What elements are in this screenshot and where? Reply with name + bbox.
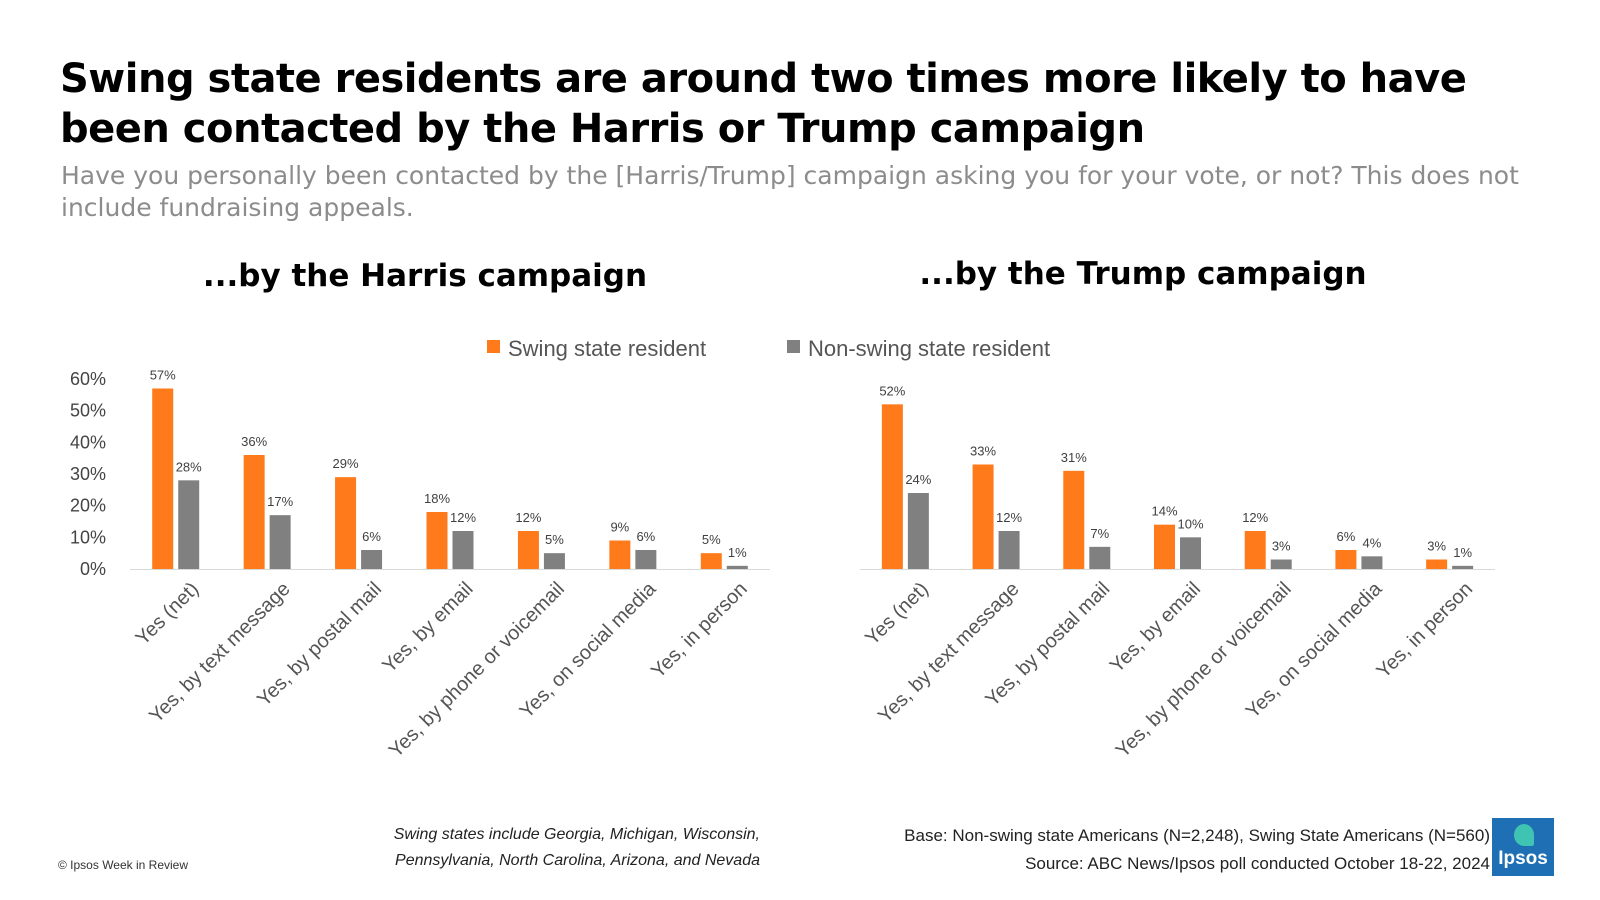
ipsos-logo: Ipsos	[1492, 818, 1554, 876]
data-label: 52%	[879, 383, 905, 398]
data-label: 9%	[610, 520, 629, 535]
page-title: Swing state residents are around two tim…	[60, 56, 1467, 152]
data-label: 3%	[1427, 539, 1446, 554]
copyright-note: © Ipsos Week in Review	[58, 858, 189, 872]
data-label: 28%	[176, 459, 202, 474]
data-label: 17%	[267, 494, 293, 509]
y-tick-label: 20%	[70, 496, 106, 516]
y-tick-label: 30%	[70, 464, 106, 484]
bar-non-swing-state	[635, 550, 657, 569]
bar-swing-state	[1244, 531, 1266, 569]
y-tick-label: 10%	[70, 527, 106, 547]
data-label: 12%	[1242, 510, 1268, 525]
data-label: 1%	[728, 545, 747, 560]
bar-non-swing-state	[1180, 537, 1201, 569]
panel-title-1: ...by the Harris campaign	[203, 258, 647, 294]
bar-non-swing-state	[178, 480, 200, 569]
data-label: 31%	[1061, 450, 1087, 465]
data-label: 6%	[1337, 529, 1356, 544]
y-tick-label: 0%	[80, 559, 106, 579]
bar-non-swing-state	[726, 565, 748, 569]
data-label: 18%	[424, 491, 450, 506]
bar-swing-state	[609, 540, 631, 569]
data-label: 33%	[970, 444, 996, 459]
data-label: 12%	[996, 510, 1022, 525]
x-category-label: Yes, by phone or voicemail	[1112, 578, 1296, 762]
data-label: 12%	[450, 510, 476, 525]
bar-swing-state	[1335, 550, 1357, 569]
bar-swing-state	[426, 512, 448, 569]
bar-swing-state	[243, 455, 265, 569]
data-label: 5%	[702, 532, 721, 547]
bar-non-swing-state	[361, 550, 383, 569]
x-category-label: Yes, in person	[1373, 578, 1478, 683]
bar-non-swing-state	[1361, 556, 1383, 569]
ipsos-logo-mark-icon	[1514, 824, 1534, 846]
legend-swatch-1	[487, 340, 500, 353]
x-category-label: Yes (net)	[861, 578, 933, 650]
data-label: 57%	[150, 368, 176, 383]
data-label: 12%	[515, 510, 541, 525]
data-label: 6%	[636, 529, 655, 544]
bar-swing-state	[881, 404, 903, 569]
source-note: Source: ABC News/Ipsos poll conducted Oc…	[1025, 854, 1490, 873]
ipsos-logo-text: Ipsos	[1498, 848, 1548, 869]
x-category-label: Yes, by phone or voicemail	[385, 578, 569, 762]
bar-swing-state	[1426, 559, 1448, 569]
x-category-label: Yes (net)	[132, 578, 204, 650]
swing-states-footnote: Swing states include Georgia, Michigan, …	[370, 822, 760, 874]
data-label: 4%	[1363, 535, 1382, 550]
footnote-left-line-1: Swing states include Georgia, Michigan, …	[393, 826, 760, 843]
data-label: 24%	[905, 472, 931, 487]
bar-swing-state	[335, 477, 357, 569]
x-category-label: Yes, in person	[647, 578, 752, 683]
data-label: 5%	[545, 532, 564, 547]
bar-non-swing-state	[907, 493, 929, 569]
data-label: 14%	[1151, 504, 1177, 519]
bar-non-swing-state	[1089, 546, 1111, 569]
y-tick-label: 40%	[70, 432, 106, 452]
bar-non-swing-state	[452, 531, 474, 569]
y-tick-label: 60%	[70, 369, 106, 389]
bar-non-swing-state	[1452, 565, 1474, 569]
x-category-label: Yes, by email	[1106, 578, 1205, 677]
y-tick-label: 50%	[70, 401, 106, 421]
data-label: 10%	[1177, 516, 1203, 531]
data-label: 1%	[1453, 545, 1472, 560]
data-label: 3%	[1272, 539, 1291, 554]
bar-swing-state	[1063, 470, 1085, 569]
source-footnote: Base: Non-swing state Americans (N=2,248…	[780, 822, 1490, 878]
footnote-left-line-2: Pennsylvania, North Carolina, Arizona, a…	[395, 852, 760, 869]
data-label: 36%	[241, 434, 267, 449]
question-subtitle: Have you personally been contacted by th…	[61, 161, 1519, 222]
legend-label-2: Non-swing state resident	[808, 336, 1050, 361]
panel-title-2: ...by the Trump campaign	[919, 256, 1366, 292]
legend-swatch-2	[787, 340, 800, 353]
bar-swing-state	[1154, 524, 1175, 569]
bar-swing-state	[152, 388, 174, 569]
base-note: Base: Non-swing state Americans (N=2,248…	[904, 826, 1490, 845]
bar-non-swing-state	[543, 553, 565, 569]
data-label: 29%	[333, 456, 359, 471]
data-label: 6%	[362, 529, 381, 544]
x-category-label: Yes, by email	[378, 578, 477, 677]
bar-swing-state	[700, 553, 722, 569]
data-label: 7%	[1090, 526, 1109, 541]
bar-non-swing-state	[1270, 559, 1292, 569]
bar-swing-state	[517, 531, 539, 569]
bar-swing-state	[972, 464, 994, 569]
bar-non-swing-state	[998, 531, 1020, 569]
bar-non-swing-state	[269, 515, 291, 569]
legend-label-1: Swing state resident	[508, 336, 706, 361]
